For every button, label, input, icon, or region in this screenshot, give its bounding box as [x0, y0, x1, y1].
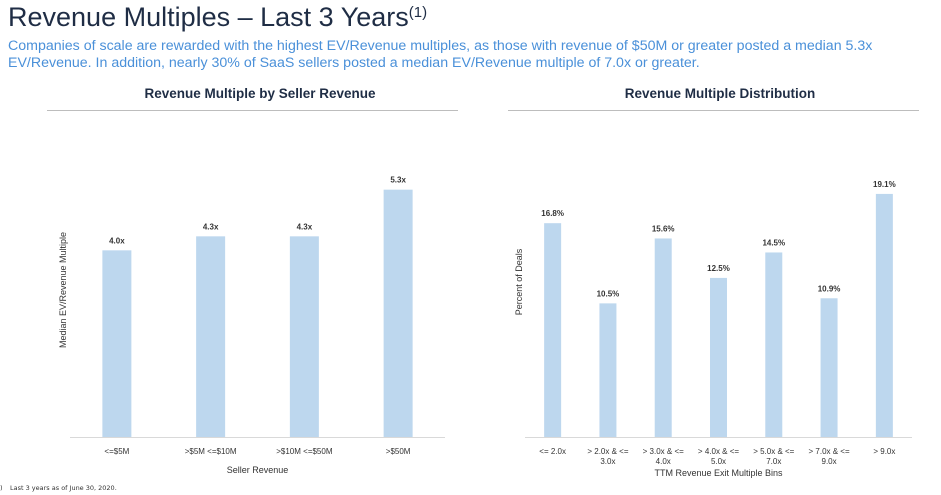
chart2-x-tick-label: > 4.0x & <= [698, 447, 739, 456]
chart2-x-tick-label: > 7.0x & <= [809, 447, 850, 456]
chart1-data-label: 4.0x [109, 236, 125, 245]
chart2-x-tick-label: 9.0x [822, 457, 837, 466]
chart2-data-label: 19.1% [873, 180, 896, 189]
chart2-bar [875, 193, 893, 437]
chart2-x-tick-label: 5.0x [711, 457, 726, 466]
chart2-bar [765, 252, 783, 437]
chart2-x-tick-label: > 9.0x [873, 447, 895, 456]
page-title: Revenue Multiples – Last 3 Years(1) [8, 2, 427, 33]
chart2-title: Revenue Multiple Distribution [624, 86, 816, 101]
chart1-x-tick-label: >$10M <=$50M [276, 447, 333, 456]
page-subtitle: Companies of scale are rewarded with the… [8, 38, 873, 71]
chart1-title-rule [47, 110, 458, 111]
footnote: ) Last 3 years as of June 30, 2020. [0, 484, 117, 492]
chart2-data-label: 15.6% [652, 224, 675, 233]
chart2-data-label: 16.8% [541, 209, 564, 218]
chart2-data-label: 14.5% [762, 238, 785, 247]
chart1-x-axis-title: Seller Revenue [227, 465, 289, 475]
chart2-x-tick-label: > 5.0x & <= [753, 447, 794, 456]
chart2-title-rule [508, 110, 919, 111]
chart1-x-tick-label: >$5M <=$10M [185, 447, 237, 456]
chart2-bar [820, 298, 838, 437]
chart2-bar [544, 223, 562, 437]
chart1-bar [196, 236, 226, 437]
chart2-x-tick-label: > 3.0x & <= [643, 447, 684, 456]
chart2-y-axis-title: Percent of Deals [514, 248, 524, 315]
chart1-data-label: 4.3x [297, 222, 313, 231]
chart2-x-tick-label: 3.0x [600, 457, 615, 466]
chart2-data-label: 10.5% [597, 289, 620, 298]
chart1-bar [102, 250, 132, 437]
footnote-mark: ) [0, 484, 3, 492]
chart2-data-label: 10.9% [818, 284, 841, 293]
chart2-bar [710, 277, 727, 437]
chart2-data-label: 12.5% [707, 264, 730, 273]
chart1-bar [383, 189, 413, 437]
chart2-x-tick-label: > 2.0x & <= [587, 447, 628, 456]
chart2-x-axis-title: TTM Revenue Exit Multiple Bins [654, 468, 783, 478]
chart1-title: Revenue Multiple by Seller Revenue [144, 86, 376, 101]
chart2-bar [654, 238, 672, 437]
chart1-bar [289, 236, 319, 437]
chart1-data-label: 5.3x [390, 176, 406, 185]
chart2-x-tick-label: 4.0x [656, 457, 671, 466]
footnote-text: Last 3 years as of June 30, 2020. [10, 484, 117, 492]
chart2-x-tick-label: <= 2.0x [539, 447, 566, 456]
chart1-x-tick-label: <=$5M [104, 447, 129, 456]
chart1-y-axis-title: Median EV/Revenue Multiple [58, 232, 68, 348]
chart1-x-tick-label: >$50M [386, 447, 411, 456]
page-title-text: Revenue Multiples – Last 3 Years [8, 2, 409, 32]
chart2-bar [599, 303, 617, 437]
chart1-data-label: 4.3x [203, 222, 219, 231]
title-footnote-ref: (1) [408, 4, 428, 21]
chart2-x-tick-label: 7.0x [766, 457, 781, 466]
